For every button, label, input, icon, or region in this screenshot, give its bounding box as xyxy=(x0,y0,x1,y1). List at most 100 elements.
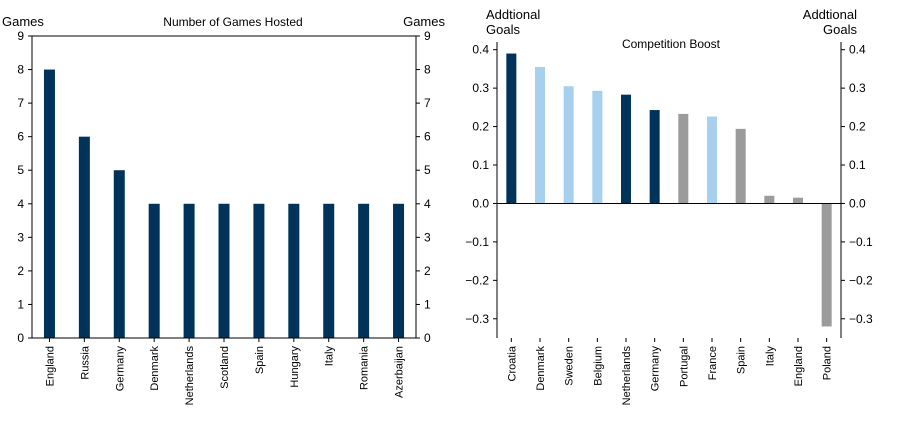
competition-boost-left-unit-line1: Addtional xyxy=(486,7,540,22)
bar-portugal xyxy=(678,113,689,204)
category-label: England xyxy=(793,346,805,386)
y-tick-label-left: 6 xyxy=(17,130,24,144)
y-tick-label-right: 4 xyxy=(424,197,431,211)
games-hosted-categories: England Russia Germany Denmark Netherlands Sc… xyxy=(44,338,406,406)
y-tick-label-right: 0.4 xyxy=(849,43,866,57)
y-tick-label-left: 5 xyxy=(17,163,24,177)
y-tick-label-right: −0.2 xyxy=(849,273,873,287)
category-label: England xyxy=(44,346,56,386)
category-label: Netherlands xyxy=(621,346,633,406)
category-label: Italy xyxy=(764,346,776,367)
bar-azerbaijan xyxy=(393,203,405,338)
category-label: Croatia xyxy=(506,345,518,381)
competition-boost-y-ticks: −0.3 −0.3 −0.2 −0.2 −0.1 −0.1 0.0 0.0 0.1 0.1 0.2 0… xyxy=(465,43,873,326)
y-tick-label-right: 7 xyxy=(424,96,431,110)
category-label: Scotland xyxy=(219,346,231,389)
y-tick-label-right: 9 xyxy=(424,29,431,43)
bar-germany xyxy=(649,110,660,204)
category-label: Denmark xyxy=(149,346,161,391)
bar-france xyxy=(707,116,717,204)
bar-croatia xyxy=(506,53,517,204)
y-tick-label-right: 0 xyxy=(424,331,431,345)
games-hosted-bars xyxy=(43,69,405,339)
y-tick-label-right: 5 xyxy=(424,163,431,177)
bar-denmark xyxy=(535,66,545,204)
bar-belgium xyxy=(592,90,603,204)
bar-england xyxy=(43,69,55,339)
category-label: Germany xyxy=(650,346,662,392)
category-label: Netherlands xyxy=(184,346,196,406)
y-tick-label-right: 0.2 xyxy=(849,120,866,134)
y-tick-label-left: 0.1 xyxy=(472,158,489,172)
y-tick-label-right: 0.3 xyxy=(849,81,866,95)
games-hosted-right-unit: Games xyxy=(403,14,445,29)
y-tick-label-left: 1 xyxy=(17,297,24,311)
y-tick-label-right: 2 xyxy=(424,264,431,278)
y-tick-label-right: 8 xyxy=(424,63,431,77)
bar-romania xyxy=(358,203,370,338)
bar-germany xyxy=(113,170,125,338)
category-label: Russia xyxy=(79,345,91,380)
games-hosted-left-unit: Games xyxy=(2,14,44,29)
bar-hungary xyxy=(288,203,300,338)
y-tick-label-left: 7 xyxy=(17,96,24,110)
y-tick-label-left: 9 xyxy=(17,29,24,43)
y-tick-label-left: 2 xyxy=(17,264,24,278)
y-tick-label-left: −0.1 xyxy=(465,235,489,249)
bar-england xyxy=(793,197,803,204)
y-tick-label-left: 3 xyxy=(17,230,24,244)
competition-boost-right-unit-line1: Addtional xyxy=(803,7,857,22)
competition-boost-categories: Croatia Denmark Sweden Belgium Netherlands Ge… xyxy=(506,338,834,406)
bar-spain xyxy=(253,203,265,338)
category-label: Belgium xyxy=(592,346,604,386)
competition-boost-bars xyxy=(506,53,832,327)
games-hosted-chart: Number of Games Hosted Games Games 0 0 1 1 2… xyxy=(2,14,445,405)
bar-sweden xyxy=(563,86,574,204)
competition-boost-title: Competition Boost xyxy=(622,37,721,51)
y-tick-label-left: 0.3 xyxy=(472,81,489,95)
competition-boost-left-unit-line2: Goals xyxy=(486,22,520,37)
competition-boost-right-unit-line2: Goals xyxy=(823,22,857,37)
category-label: Azerbaijan xyxy=(394,346,406,398)
bar-spain xyxy=(735,128,746,204)
category-label: Germany xyxy=(114,346,126,392)
y-tick-label-right: 1 xyxy=(424,297,431,311)
y-tick-label-right: −0.1 xyxy=(849,235,873,249)
category-label: Poland xyxy=(822,346,834,380)
y-tick-label-left: 0 xyxy=(17,331,24,345)
category-label: Spain xyxy=(736,346,748,374)
y-tick-label-left: −0.2 xyxy=(465,273,489,287)
bar-netherlands xyxy=(183,203,195,338)
y-tick-label-right: 6 xyxy=(424,130,431,144)
y-tick-label-left: −0.3 xyxy=(465,312,489,326)
games-hosted-y-ticks: 0 0 1 1 2 2 3 3 4 4 5 5 6 6 7 7 8 8 9 9 xyxy=(17,29,431,345)
category-label: Hungary xyxy=(289,346,301,388)
bar-scotland xyxy=(218,203,230,338)
y-tick-label-right: 0.1 xyxy=(849,158,866,172)
category-label: Spain xyxy=(254,346,266,374)
games-hosted-plot-frame xyxy=(31,35,417,339)
bar-italy xyxy=(323,203,335,338)
bar-netherlands xyxy=(621,94,631,204)
competition-boost-chart: Competition Boost Addtional Goals Addtio… xyxy=(465,7,873,405)
bar-poland xyxy=(821,203,832,327)
bar-russia xyxy=(78,136,90,338)
bar-italy xyxy=(764,195,775,204)
y-tick-label-left: 0.2 xyxy=(472,120,489,134)
y-tick-label-left: 4 xyxy=(17,197,24,211)
category-label: Sweden xyxy=(564,346,576,386)
y-tick-label-left: 8 xyxy=(17,63,24,77)
category-label: Portugal xyxy=(678,346,690,387)
bar-denmark xyxy=(148,203,160,338)
y-tick-label-left: 0.4 xyxy=(472,43,489,57)
category-label: Denmark xyxy=(535,346,547,391)
y-tick-label-right: −0.3 xyxy=(849,312,873,326)
category-label: France xyxy=(707,346,719,380)
y-tick-label-right: 0.0 xyxy=(849,196,866,210)
games-hosted-title: Number of Games Hosted xyxy=(163,15,302,29)
category-label: Italy xyxy=(324,346,336,367)
y-tick-label-right: 3 xyxy=(424,230,431,244)
category-label: Romania xyxy=(359,345,371,390)
y-tick-label-left: 0.0 xyxy=(472,196,489,210)
